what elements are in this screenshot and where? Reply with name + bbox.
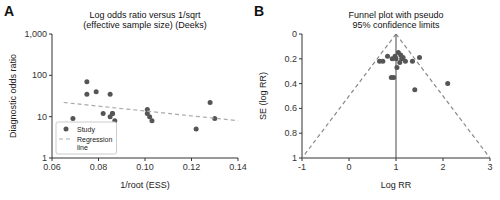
- legend-label: Study: [77, 126, 95, 134]
- y-tick-label: 1: [292, 153, 297, 163]
- y-tick-label: 0: [292, 29, 297, 39]
- y-tick-label: 100: [32, 70, 47, 80]
- x-tick: [98, 158, 99, 161]
- data-point: [385, 54, 390, 59]
- x-axis-label: Log RR: [381, 180, 412, 190]
- y-tick: [299, 58, 302, 59]
- x-tick-label: 0.12: [183, 162, 201, 172]
- x-tick: [396, 158, 397, 161]
- data-point: [101, 111, 106, 116]
- x-tick-label: -1: [298, 162, 306, 172]
- y-tick-label: 10: [37, 112, 47, 122]
- data-point: [394, 65, 399, 70]
- text-line: Log odds ratio versus 1/sqrt: [89, 10, 201, 20]
- text-line: Study: [77, 126, 95, 134]
- x-tick-label: 0.08: [90, 162, 108, 172]
- plot-area: [302, 34, 490, 158]
- data-point: [403, 59, 408, 64]
- data-point: [208, 100, 213, 105]
- data-point: [108, 92, 113, 97]
- y-axis-label: Diagnostic odds ratio: [8, 54, 18, 138]
- data-point: [445, 81, 450, 86]
- data-point: [377, 59, 382, 64]
- x-tick: [349, 158, 350, 161]
- y-tick: [299, 108, 302, 109]
- y-tick: [49, 158, 52, 159]
- y-axis-label: SE (log RR): [258, 72, 268, 120]
- text-line: (effective sample size) (Deeks): [83, 20, 206, 30]
- chart-title: Log odds ratio versus 1/sqrt(effective s…: [83, 10, 206, 30]
- legend-handle: [64, 127, 69, 132]
- y-axis-line: [52, 34, 53, 158]
- data-point: [149, 118, 154, 123]
- y-tick: [49, 34, 52, 35]
- legend-handle: [59, 138, 73, 139]
- panel-tag: A: [4, 3, 14, 19]
- data-point: [94, 89, 99, 94]
- y-tick-label: 0.4: [284, 79, 297, 89]
- y-tick-label: 1: [42, 153, 47, 163]
- data-point: [110, 111, 115, 116]
- legend-box: [56, 122, 117, 154]
- panel-tag: B: [254, 3, 264, 19]
- y-tick: [49, 75, 52, 76]
- data-point: [84, 79, 89, 84]
- text-line: Regression: [77, 136, 113, 144]
- text-line: 95% confidence limits: [352, 20, 440, 30]
- panel: 0.06 0.08 0.10 0.12 0.14 1 10 100 1,000 1/root (E…: [4, 3, 247, 190]
- y-tick: [299, 158, 302, 159]
- y-tick: [299, 83, 302, 84]
- series-line: [396, 34, 490, 158]
- chart-root: 0.060.080.100.120.141101001,0001/root (E…: [0, 0, 500, 200]
- y-tick: [299, 133, 302, 134]
- y-tick-label: 0.8: [284, 128, 297, 138]
- legend: Study Regressionline: [56, 122, 117, 154]
- x-tick: [443, 158, 444, 161]
- x-tick-label: 0.10: [136, 162, 154, 172]
- x-axis-label: 1/root (ESS): [120, 180, 170, 190]
- y-tick: [299, 34, 302, 35]
- data-point: [410, 59, 415, 64]
- x-tick-label: 1: [393, 162, 398, 172]
- series-line: [64, 103, 238, 121]
- panel: -1 0 1 2 3 0 0.2 0.4 0.6 0.8 1 Log RR SE (log RR) Fun…: [254, 3, 493, 190]
- y-tick-label: 1,000: [24, 29, 47, 39]
- x-tick-label: 3: [487, 162, 492, 172]
- x-tick-label: 0: [346, 162, 351, 172]
- x-tick: [238, 158, 239, 161]
- series-line: [302, 34, 396, 158]
- x-tick: [145, 158, 146, 161]
- legend-label: Regressionline: [77, 136, 113, 151]
- data-point: [394, 56, 399, 61]
- x-tick: [490, 158, 491, 161]
- chart-title: Funnel plot with pseudo95% confidence li…: [348, 10, 443, 30]
- data-point: [412, 87, 417, 92]
- data-point: [389, 75, 394, 80]
- y-tick-label: 0.2: [284, 54, 297, 64]
- data-point: [194, 127, 199, 132]
- y-tick: [49, 116, 52, 117]
- text-line: Funnel plot with pseudo: [348, 10, 443, 20]
- x-tick: [191, 158, 192, 161]
- x-tick-label: 2: [440, 162, 445, 172]
- x-tick-label: 0.06: [43, 162, 61, 172]
- data-point: [84, 92, 89, 97]
- x-tick-label: 0.14: [229, 162, 247, 172]
- y-tick-label: 0.6: [284, 103, 297, 113]
- data-point: [70, 116, 75, 121]
- y-axis-line: [302, 34, 303, 158]
- data-point: [110, 111, 115, 116]
- text-line: line: [77, 144, 88, 151]
- data-point: [417, 55, 422, 60]
